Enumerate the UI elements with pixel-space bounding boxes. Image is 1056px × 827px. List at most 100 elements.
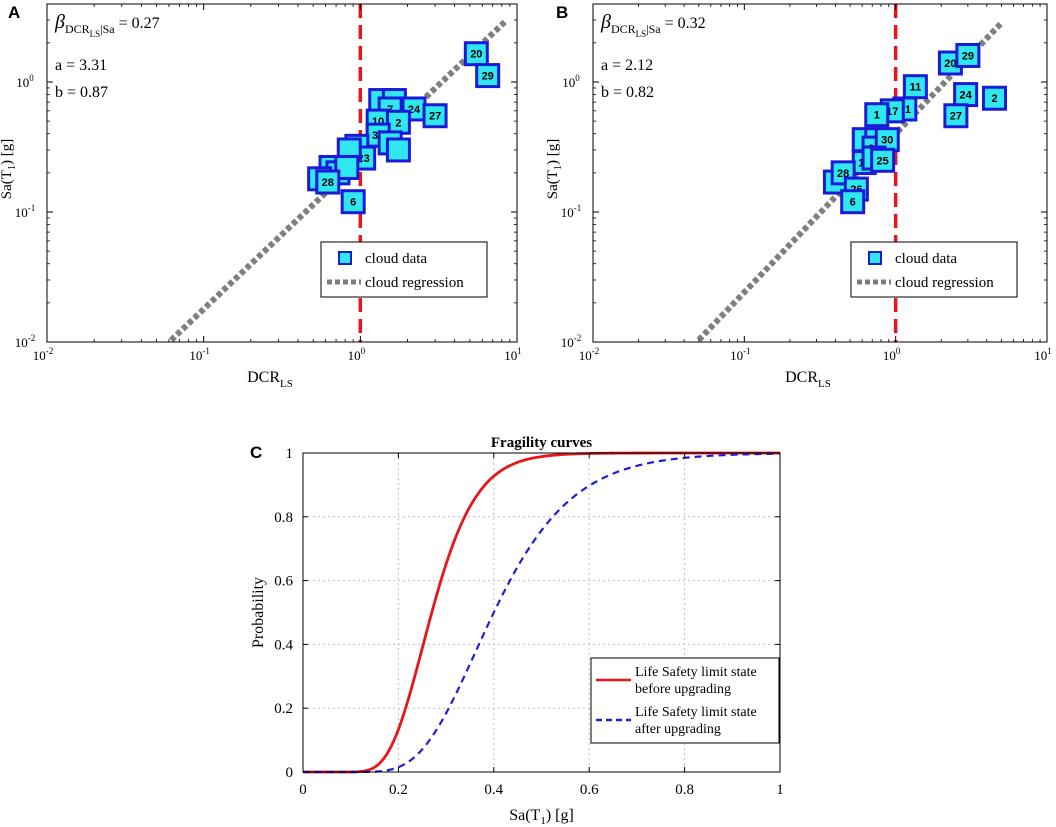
legend-entry: cloud data bbox=[365, 251, 427, 267]
beta-sub-main: DCR bbox=[611, 22, 636, 36]
legend-marker-icon bbox=[868, 251, 882, 265]
y-tick-base: 10 bbox=[15, 335, 28, 350]
data-point bbox=[385, 137, 411, 163]
data-point-marker bbox=[955, 42, 981, 68]
y-tick-exp: -1 bbox=[574, 203, 582, 213]
data-point-label: 2 bbox=[991, 93, 997, 105]
x-tick-label: 0.2 bbox=[389, 782, 408, 798]
y-tick-label: 100 bbox=[562, 73, 580, 90]
beta-value: = 0.27 bbox=[115, 15, 160, 32]
x-axis-label-post: ) [g] bbox=[546, 807, 574, 824]
y-tick-label: 0.8 bbox=[274, 510, 293, 526]
x-tick-label: 1 bbox=[776, 782, 784, 798]
data-point-label: 25 bbox=[876, 155, 888, 167]
data-point-marker bbox=[864, 102, 890, 128]
data-point: 6 bbox=[340, 189, 366, 215]
regression-line bbox=[169, 18, 509, 342]
x-tick-base: 10 bbox=[348, 348, 361, 363]
legend-entry-line1: Life Safety limit state bbox=[635, 665, 757, 680]
x-axis-label: DCRLS bbox=[247, 369, 293, 390]
x-tick-label: 10-2 bbox=[579, 346, 600, 363]
x-tick-label: 10-2 bbox=[33, 346, 54, 363]
data-point-marker bbox=[943, 103, 969, 129]
y-tick-exp: 0 bbox=[29, 73, 34, 83]
x-tick-exp: -2 bbox=[46, 346, 54, 356]
cloud-data-points: 202972427102302325286 bbox=[307, 41, 501, 215]
panel-letter: A bbox=[8, 3, 20, 22]
x-tick-base: 10 bbox=[189, 348, 202, 363]
data-point: 2 bbox=[385, 109, 411, 135]
x-tick-base: 10 bbox=[504, 348, 517, 363]
cloud-data-points: 202911242272117122230182528266 bbox=[822, 42, 1008, 215]
x-tick-label: 0 bbox=[299, 782, 307, 798]
data-point-label: 24 bbox=[960, 90, 973, 102]
x-tick-exp: 1 bbox=[1047, 346, 1052, 356]
plot-area: 202911242272117122230182528266 bbox=[696, 4, 1008, 342]
data-point-label: 20 bbox=[470, 49, 482, 61]
y-axis-label-post: ) [g] bbox=[545, 139, 561, 165]
legend-entry: cloud regression bbox=[895, 275, 994, 291]
legend: Life Safety limit state before upgrading L… bbox=[590, 657, 780, 744]
x-tick-base: 10 bbox=[33, 348, 46, 363]
panel-a: A20297242710230232528610-210-110010110-2… bbox=[0, 3, 522, 390]
x-tick-label: 100 bbox=[348, 346, 366, 363]
data-point: 24 bbox=[953, 82, 979, 108]
data-point: 28 bbox=[315, 169, 341, 195]
data-point-marker bbox=[840, 189, 866, 215]
x-tick-base: 10 bbox=[579, 348, 592, 363]
legend: cloud data cloud regression bbox=[850, 241, 1018, 298]
data-point-marker bbox=[334, 154, 360, 180]
legend: cloud data cloud regression bbox=[320, 241, 488, 298]
data-point-marker bbox=[315, 169, 341, 195]
y-tick-base: 10 bbox=[16, 75, 29, 90]
y-axis-label: Sa(T1) [g] bbox=[545, 139, 564, 199]
data-point-marker bbox=[340, 189, 366, 215]
y-tick-label: 0 bbox=[286, 765, 294, 781]
x-axis-label: DCRLS bbox=[785, 369, 831, 390]
data-point-label: 27 bbox=[429, 111, 441, 123]
data-point-marker bbox=[870, 147, 896, 173]
y-axis-label-sub: 1 bbox=[7, 165, 18, 170]
data-point-label: 29 bbox=[482, 71, 494, 83]
x-tick-label: 0.6 bbox=[580, 782, 599, 798]
x-tick-exp: -1 bbox=[202, 346, 210, 356]
beta-cond: |Sa bbox=[100, 22, 115, 36]
data-point-label: 27 bbox=[950, 111, 962, 123]
beta-annotation: βDCRLS|Sa = 0.27 bbox=[54, 11, 160, 39]
y-axis-label-pre: Sa(T bbox=[0, 170, 15, 199]
data-point: 27 bbox=[422, 103, 448, 129]
y-tick-label: 10-2 bbox=[561, 333, 582, 350]
data-point-label: 2 bbox=[395, 117, 401, 129]
x-axis-label-sub: LS bbox=[280, 378, 293, 390]
data-point-marker bbox=[475, 63, 501, 89]
y-tick-base: 10 bbox=[561, 335, 574, 350]
y-axis-label: Sa(T1) [g] bbox=[0, 139, 18, 199]
plot-area: 202972427102302325286 bbox=[169, 4, 509, 342]
data-point: 1 bbox=[864, 102, 890, 128]
x-tick-base: 10 bbox=[883, 348, 896, 363]
data-point-label: 6 bbox=[850, 197, 856, 209]
y-axis-label: Probability bbox=[250, 577, 267, 648]
y-tick-exp: -1 bbox=[28, 203, 36, 213]
beta-cond: |Sa bbox=[646, 22, 661, 36]
beta-annotation: βDCRLS|Sa = 0.32 bbox=[600, 11, 706, 39]
y-tick-label: 10-1 bbox=[561, 203, 582, 220]
data-point: 30 bbox=[874, 127, 900, 153]
data-point: 25 bbox=[870, 147, 896, 173]
panel-letter: B bbox=[556, 3, 568, 22]
x-tick-exp: 1 bbox=[517, 346, 522, 356]
y-tick-label: 0.4 bbox=[274, 637, 293, 653]
x-tick-exp: -1 bbox=[743, 346, 751, 356]
chart-title: Fragility curves bbox=[491, 435, 592, 451]
x-axis-label-main: DCR bbox=[785, 369, 818, 386]
a-annotation: a = 3.31 bbox=[55, 57, 107, 74]
data-point: 20 bbox=[463, 41, 489, 67]
x-tick-exp: 0 bbox=[361, 346, 366, 356]
beta-sub-sub: LS bbox=[636, 29, 647, 39]
x-tick-label: 101 bbox=[504, 346, 522, 363]
a-annotation: a = 2.12 bbox=[601, 57, 653, 74]
panel-b: B20291124227211712223018252826610-210-11… bbox=[545, 3, 1052, 390]
beta-sub-sub: LS bbox=[90, 29, 101, 39]
x-tick-label: 10-1 bbox=[730, 346, 751, 363]
beta-symbol: β bbox=[600, 11, 611, 33]
